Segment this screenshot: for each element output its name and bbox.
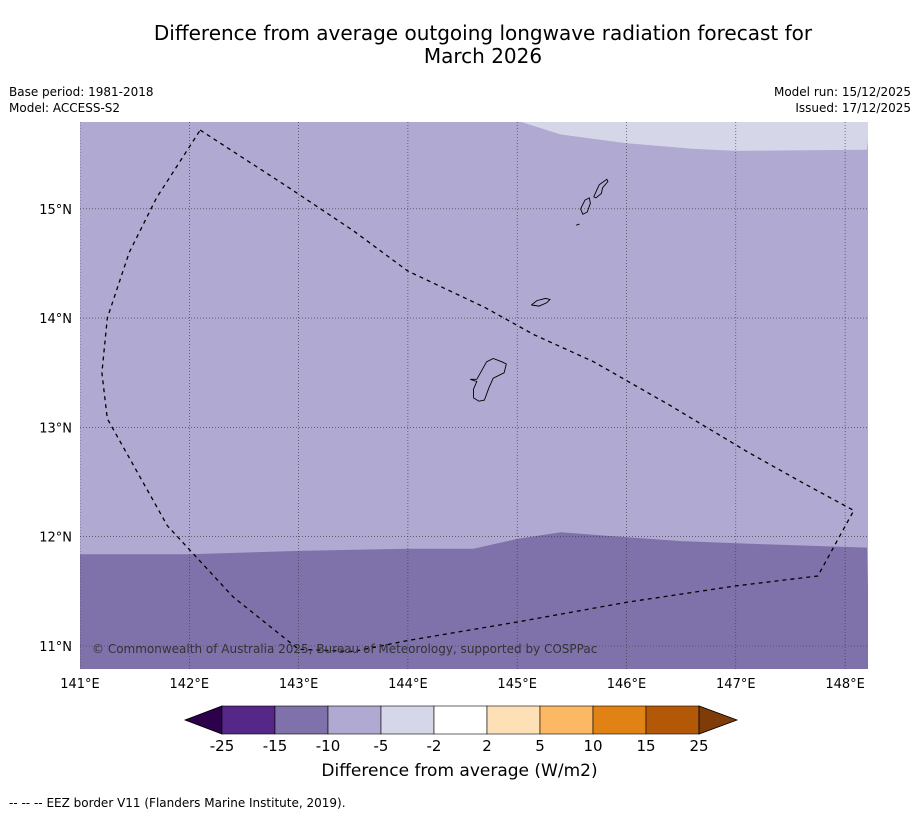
rota-outline [531,297,551,307]
region-minus-5-to-minus-2 [521,122,868,151]
lat-tick-labels: 11°N 12°N 13°N 14°N 15°N [39,203,72,655]
aguijan-outline [576,223,580,226]
eez-border [101,129,855,653]
tinian-outline [580,197,591,215]
lon-tick-label: 148°E [825,677,865,692]
lat-tick-label: 13°N [39,421,72,436]
colorbar-segment [433,705,488,735]
region-minus-15-to-minus-10 [80,532,868,669]
colorbar-segment [274,705,329,735]
guam-outline [470,358,507,402]
colorbar: -25 -15 -10 -5 -2 2 5 10 15 25 [183,705,739,755]
title-line-1: Difference from average outgoing longwav… [153,21,813,45]
lon-tick-label: 143°E [279,677,319,692]
issued-date: Issued: 17/12/2025 [795,101,911,115]
lon-tick-label: 141°E [60,677,100,692]
colorbar-tick-label: -15 [263,737,288,755]
anomaly-regions [80,122,868,669]
map-layer: © Commonwealth of Australia 2025, Bureau… [80,122,868,669]
colorbar-segment [539,705,594,735]
lat-tick-label: 11°N [39,640,72,655]
colorbar-segment [380,705,435,735]
saipan-outline [593,178,609,199]
title-line-2: March 2026 [423,44,543,68]
footer-legend: -- -- -- EEZ border V11 (Flanders Marine… [9,796,346,810]
lat-tick-label: 12°N [39,531,72,546]
colorbar-tick-label: -2 [427,737,442,755]
colorbar-segment [486,705,541,735]
islands [470,178,609,402]
colorbar-title: Difference from average (W/m2) [321,761,598,781]
colorbar-segment [327,705,382,735]
colorbar-segment [645,705,700,735]
colorbar-tick-label: 15 [636,737,655,755]
lon-tick-label: 144°E [388,677,428,692]
lat-tick-label: 15°N [39,203,72,218]
lat-tick-label: 14°N [39,312,72,327]
chart-title: Difference from average outgoing longwav… [0,22,919,68]
colorbar-tick-label: 2 [482,737,492,755]
eez-legend-symbol: -- -- -- [9,796,43,810]
colorbar-tick-label: 5 [535,737,545,755]
lon-tick-label: 146°E [607,677,647,692]
lon-tick-label: 145°E [497,677,537,692]
model-run: Model run: 15/12/2025 [773,85,911,99]
meta-right: Model run: 15/12/2025 Issued: 17/12/2025 [774,84,911,116]
colorbar-tick-label: 25 [689,737,708,755]
lon-tick-label: 142°E [170,677,210,692]
eez-legend-text: EEZ border V11 (Flanders Marine Institut… [46,796,346,810]
colorbar-over-arrow [698,705,739,735]
colorbar-tick-label: -25 [210,737,235,755]
colorbar-tick-label: 10 [583,737,602,755]
lon-tick-label: 147°E [716,677,756,692]
colorbar-tick-label: -10 [316,737,341,755]
colorbar-tick-label: -5 [374,737,389,755]
model-name: Model: ACCESS-S2 [9,101,121,115]
gridlines [80,122,868,669]
colorbar-under-arrow [183,705,223,735]
meta-left: Base period: 1981-2018 Model: ACCESS-S2 [9,84,154,116]
colorbar-segment [592,705,647,735]
colorbar-segment [221,705,276,735]
base-period: Base period: 1981-2018 [9,85,154,99]
lon-tick-labels: 141°E 142°E 143°E 144°E 145°E 146°E 147°E 148°E [60,677,865,692]
copyright-text: © Commonwealth of Australia 2025, Bureau… [92,642,597,656]
